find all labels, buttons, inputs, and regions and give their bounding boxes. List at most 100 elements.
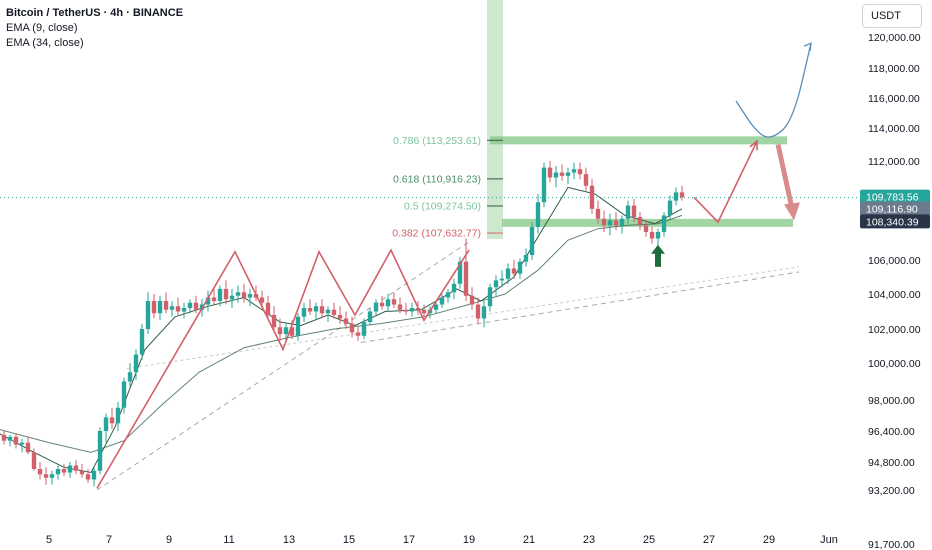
candle-body [259,297,265,303]
scenario-red-arrowhead [749,139,758,151]
candle-body [367,311,373,322]
candle-body [643,225,649,232]
candle-body [601,218,607,226]
candle-body [631,205,637,218]
candle-body [445,292,451,298]
candle-body [607,220,613,226]
candle-body [541,167,547,203]
fib-label: 0.382 (107,632.77) [392,228,481,240]
candle-body [409,308,415,312]
fib-label: 0.618 (110,916.23) [393,173,481,185]
resistance-zone [490,136,787,145]
time-tick-label: 13 [283,534,295,546]
ema-slow-legend[interactable]: EMA (34, close) [6,37,84,49]
up-arrow-head [651,244,665,254]
price-tick-label: 96,400.00 [868,426,915,438]
fibonacci-layer: 0.786 (113,253.61) 0.618 (110,916.23) 0.5 … [392,135,503,240]
price-tick-label: 104,000.00 [868,289,921,301]
candle-body [43,474,49,478]
price-tick-label: 100,000.00 [868,358,921,370]
candle-body [295,316,301,336]
candle-body [637,217,643,226]
candle-body [19,442,25,445]
candle-body [433,304,439,310]
candle-body [403,309,409,312]
candle-body [571,169,577,173]
candle-body [349,323,355,333]
candle-body [55,469,61,475]
candle-body [469,295,475,305]
candle-body [331,309,337,315]
candle-body [379,302,385,307]
candle-body [481,306,487,319]
ema-fast-line [0,186,683,474]
candle-body [625,205,631,219]
drop-arrow-shaft [775,143,795,209]
candle-body [661,215,667,232]
candle-body [265,302,271,315]
candle-body [439,297,445,305]
ema-fast-legend[interactable]: EMA (9, close) [6,22,78,34]
candle-body [163,301,169,310]
trendlines-layer [96,241,800,491]
candle-body [79,470,85,475]
candle-body [397,304,403,310]
up-arrow-shaft [655,252,661,267]
time-tick-label: 15 [343,534,355,546]
candle-body [61,469,67,473]
candle-body [247,294,253,298]
candle-body [217,288,223,301]
price-tick-label: 114,000.00 [868,123,920,135]
price-badge [860,201,930,216]
time-axis[interactable]: 5 7 9 11 13 15 17 19 21 23 25 27 29 Jun [46,534,838,546]
candle-body [307,308,313,312]
zigzag-path [96,248,470,489]
support-zone [502,218,793,227]
candle-body [619,218,625,226]
candle-body [553,172,559,178]
candle-body [547,167,553,178]
candle-body [205,297,211,305]
candle-body [229,295,235,300]
candle-body [523,255,529,262]
candle-body [271,315,277,328]
candle-body [97,431,103,471]
price-badge-label: 108,340.39 [866,216,919,228]
symbol-title[interactable]: Bitcoin / TetherUS · 4h · BINANCE [6,7,184,19]
candle-body [613,220,619,226]
price-tick-label: 116,000.00 [868,93,920,105]
candle-body [361,322,367,336]
drawings-layer [96,42,812,489]
candle-body [421,309,427,314]
currency-button[interactable]: USDT [862,4,922,28]
candle-body [589,185,595,209]
time-tick-label: 19 [463,534,475,546]
candle-body [103,417,109,431]
candle-body [235,292,241,296]
candle-body [175,306,181,312]
time-tick-label: 29 [763,534,775,546]
price-badge [860,214,930,229]
candle-body [451,283,457,293]
price-tick-label: 102,000.00 [868,324,921,336]
candles-layer [0,161,685,487]
price-tick-label: 93,200.00 [868,485,915,497]
candle-body [319,306,325,314]
fib-vertical-band [487,0,503,240]
candle-body [223,288,229,300]
candle-body [133,354,139,373]
candle-body [85,474,91,480]
candle-body [565,172,571,176]
trendline-0 [96,241,470,491]
price-axis[interactable]: 120,000.00 118,000.00 116,000.00 114,000.00… [858,0,932,550]
candle-body [157,301,163,314]
candle-body [649,231,655,239]
price-tick-label: 112,000.00 [868,156,920,168]
candle-body [31,452,37,469]
candle-body [385,299,391,307]
candle-body [151,301,157,314]
candle-body [391,299,397,305]
time-tick-label: 5 [46,534,52,546]
price-badge-label: 109,783.56 [866,192,919,204]
